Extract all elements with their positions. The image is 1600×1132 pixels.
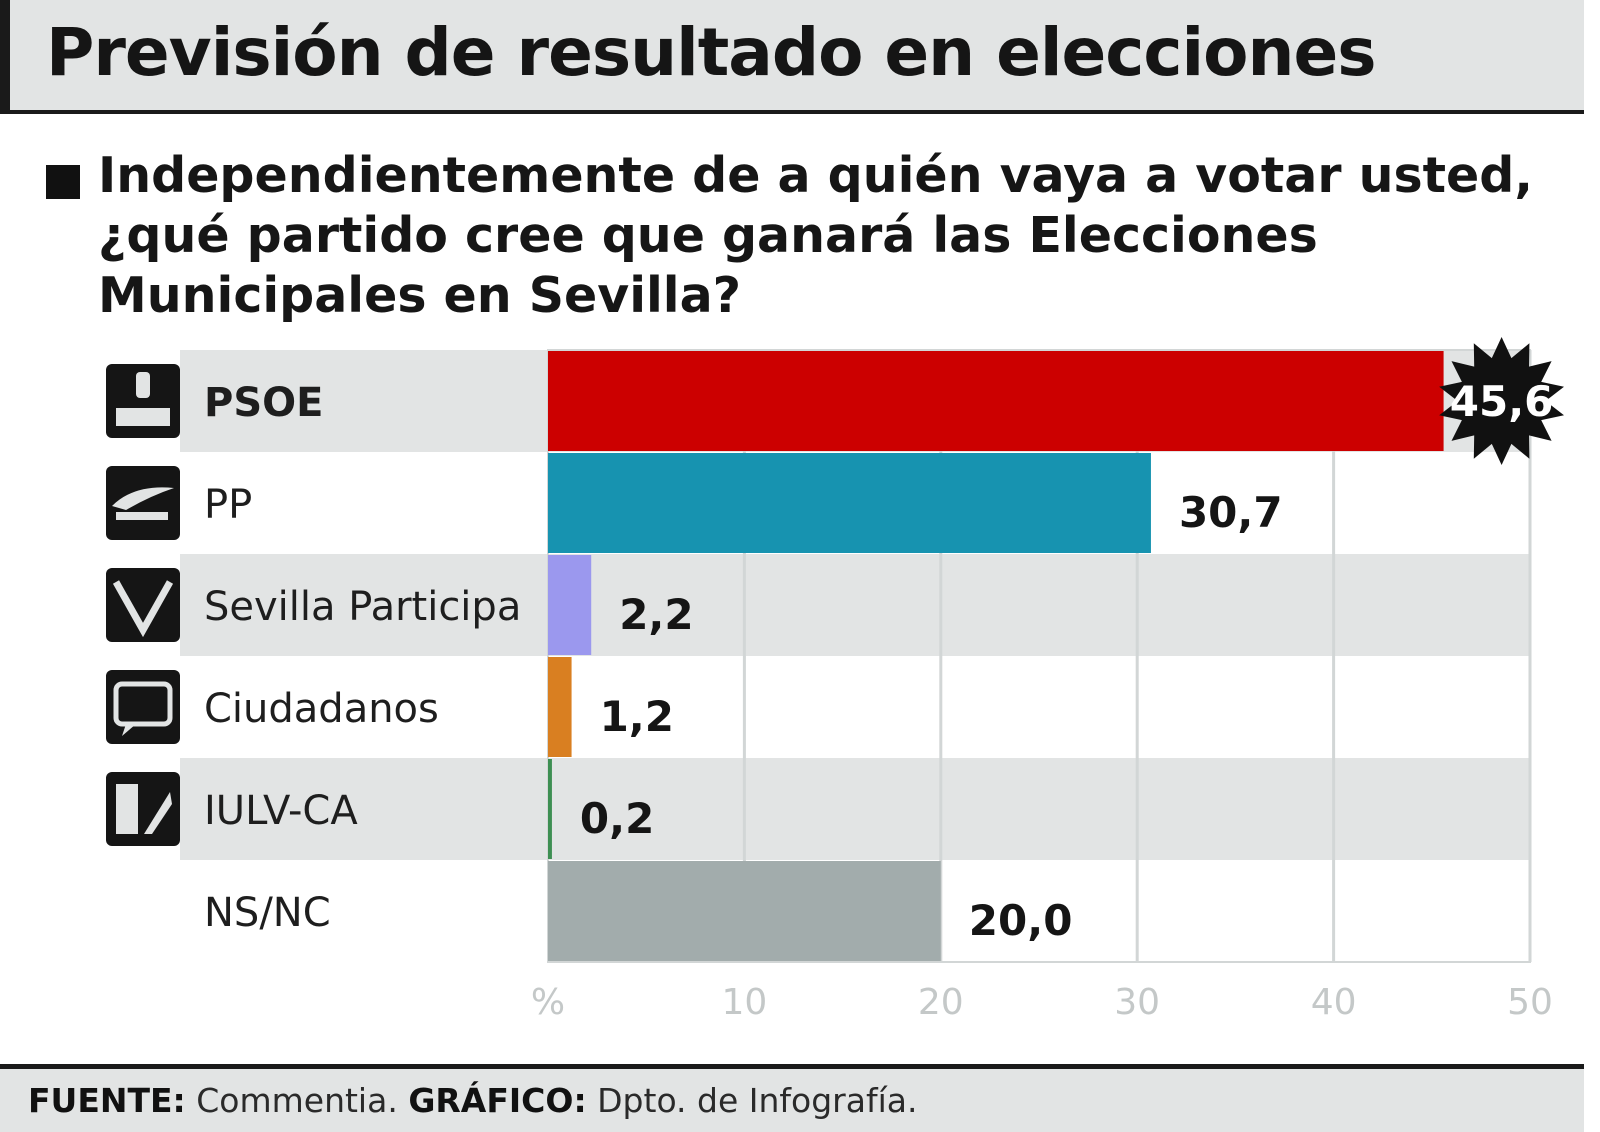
- footer: FUENTE: Commentia. GRÁFICO: Dpto. de Inf…: [0, 1064, 1584, 1132]
- iulv-ca-logo-icon: [106, 772, 180, 846]
- highlight-starburst: [1439, 337, 1564, 465]
- row-plot-band: [548, 554, 1530, 656]
- graphic-label: GRÁFICO:: [408, 1081, 587, 1120]
- bar: [548, 861, 941, 961]
- source-value: Commentia.: [196, 1081, 398, 1120]
- bar: [548, 351, 1444, 451]
- category-label: Sevilla Participa: [204, 584, 521, 630]
- graphic-value: Dpto. de Infografía.: [597, 1081, 918, 1120]
- category-label: PSOE: [204, 380, 323, 426]
- row-label-band: [180, 554, 548, 656]
- chart-title: Previsión de resultado en elecciones: [46, 14, 1377, 91]
- x-tick-label: 20: [918, 982, 964, 1023]
- footer-credits: FUENTE: Commentia. GRÁFICO: Dpto. de Inf…: [28, 1081, 917, 1120]
- value-label: 0,2: [580, 794, 654, 843]
- bar-chart: PSOE 45,6 PP 30,7 Sevilla Participa 2,2 Ciudad…: [106, 337, 1564, 1023]
- value-label: 20,0: [969, 896, 1073, 945]
- logo-background: [106, 568, 180, 642]
- sevilla-participa-logo-icon: [106, 568, 180, 642]
- iulv-ca-stroke: [144, 792, 172, 834]
- value-label: 30,7: [1179, 488, 1283, 537]
- value-label: 45,6: [1450, 377, 1554, 426]
- chart-question: Independientemente de a quién vaya a vot…: [98, 147, 1533, 324]
- question-marker: [46, 165, 80, 199]
- sevilla-participa-v-shape: [112, 580, 174, 638]
- bar: [548, 555, 592, 655]
- bar: [548, 759, 552, 859]
- psoe-label-plate: [116, 408, 170, 426]
- title-bar: Previsión de resultado en elecciones: [0, 0, 1584, 114]
- iulv-ca-block: [116, 784, 138, 834]
- source-label: FUENTE:: [28, 1081, 186, 1120]
- ciudadanos-bubble-tail: [122, 724, 136, 736]
- value-label: 2,2: [619, 590, 693, 639]
- ciudadanos-bubble: [113, 681, 173, 727]
- x-tick-label: 50: [1507, 982, 1553, 1023]
- row-plot-band: [548, 758, 1530, 860]
- row-label-band: [180, 758, 548, 860]
- category-label: Ciudadanos: [204, 686, 439, 732]
- category-label: PP: [204, 482, 252, 528]
- bar: [548, 657, 572, 757]
- psoe-fist-shape: [136, 372, 150, 398]
- pp-logo-icon: [106, 466, 180, 540]
- logo-background: [106, 466, 180, 540]
- value-label: 1,2: [600, 692, 674, 741]
- ciudadanos-logo-icon: [106, 670, 180, 744]
- plot-frame: [547, 349, 1531, 963]
- x-tick-label: 10: [721, 982, 767, 1023]
- x-tick-label: %: [531, 982, 565, 1023]
- x-tick-label: 40: [1311, 982, 1357, 1023]
- pp-bird-body: [116, 512, 168, 520]
- pp-bird-wing: [112, 487, 174, 510]
- bar: [548, 453, 1151, 553]
- row-label-band: [180, 350, 548, 452]
- category-label: IULV-CA: [204, 788, 358, 834]
- x-tick-label: 30: [1114, 982, 1160, 1023]
- psoe-logo-icon: [106, 364, 180, 438]
- category-label: NS/NC: [204, 890, 331, 936]
